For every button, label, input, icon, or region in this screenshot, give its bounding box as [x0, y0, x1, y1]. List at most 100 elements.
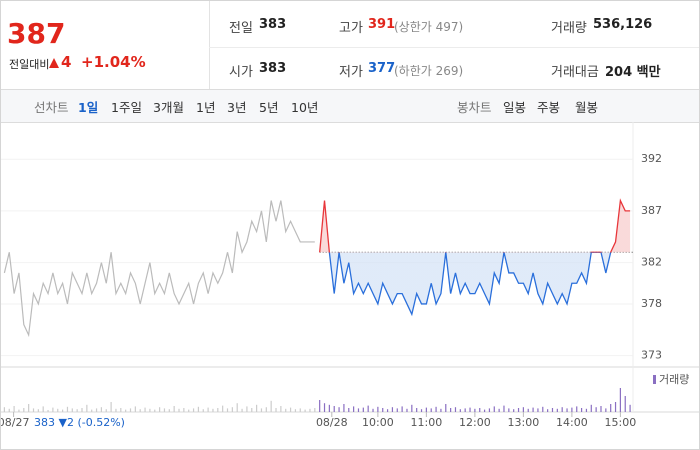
y-tick-label: 387: [641, 204, 662, 217]
volume-bar: [372, 408, 374, 412]
volume-bar: [513, 409, 515, 412]
divider: [209, 47, 699, 48]
x-tick-label: 13:00: [508, 416, 540, 429]
volume-bar: [105, 409, 107, 412]
volume-bar: [367, 405, 369, 412]
stat-label: 거래량: [551, 21, 587, 36]
volume-bar: [294, 409, 297, 412]
volume-bar: [314, 408, 316, 412]
volume-bar: [411, 404, 413, 412]
volume-bar: [551, 408, 554, 412]
x-tick-label: 08/27: [1, 416, 29, 429]
volume-bar: [120, 408, 122, 412]
volume-bar: [542, 406, 544, 412]
volume-bar: [600, 406, 602, 412]
volume-bar: [328, 404, 330, 412]
x-tick-label: 12:00: [459, 416, 491, 429]
volume-bar: [532, 407, 534, 412]
current-price: 387: [7, 17, 66, 50]
volume-bar: [76, 409, 78, 412]
volume-bar: [280, 406, 282, 412]
volume-bar: [605, 408, 607, 412]
volume-bar: [251, 408, 253, 412]
volume-bar: [231, 407, 233, 412]
volume-bar: [57, 408, 59, 412]
stat-label: 저가: [339, 65, 363, 80]
legend-label: 거래량: [659, 373, 689, 386]
volume-bar: [420, 409, 423, 412]
tab[interactable]: 3년: [227, 100, 247, 115]
y-tick-label: 392: [641, 152, 662, 165]
volume-bar: [13, 406, 15, 412]
volume-bar: [23, 408, 25, 412]
volume-bar: [319, 400, 321, 412]
tab[interactable]: 5년: [259, 100, 279, 115]
y-tick-label: 378: [641, 297, 662, 310]
tab[interactable]: 일봉: [503, 100, 527, 115]
volume-bar: [173, 406, 175, 412]
volume-bar: [629, 404, 631, 412]
volume-bar: [377, 406, 379, 412]
tab[interactable]: 1주일: [111, 100, 142, 115]
volume-bar: [8, 408, 10, 412]
stat-value: 383: [259, 61, 287, 76]
volume-bar: [275, 408, 277, 412]
volume-bar: [192, 408, 195, 412]
volume-bar: [323, 403, 326, 412]
tab[interactable]: 월봉: [575, 100, 599, 115]
volume-bar: [32, 408, 35, 412]
tab[interactable]: 1년: [196, 100, 216, 115]
stat-label: 전일: [229, 21, 253, 36]
volume-bar: [343, 404, 345, 412]
tab[interactable]: 3개월: [153, 100, 184, 115]
volume-bar: [18, 409, 20, 412]
x-tick-label: 10:00: [362, 416, 394, 429]
volume-bar: [353, 406, 355, 412]
volume-bar: [503, 405, 505, 412]
volume-bar: [566, 408, 568, 412]
volume-bar: [348, 408, 350, 412]
volume-bar: [265, 407, 267, 412]
legend-swatch: [653, 375, 656, 384]
volume-bar: [42, 406, 44, 412]
stat-value: 391: [368, 17, 396, 32]
x-tick-label: 15:00: [605, 416, 637, 429]
volume-bar: [624, 396, 626, 412]
volume-bar: [86, 404, 88, 412]
volume-bar: [144, 407, 146, 412]
tab[interactable]: 1일: [78, 100, 99, 115]
volume-bar: [527, 408, 529, 412]
tab-group-label: 봉차트: [457, 100, 492, 115]
volume-bar: [95, 408, 98, 412]
volume-bar: [260, 408, 263, 412]
stat-value: 377: [368, 61, 396, 76]
volume-bar: [454, 407, 457, 412]
volume-bar: [28, 404, 30, 412]
tab[interactable]: 10년: [291, 100, 319, 115]
stat-note: (상한가 497): [394, 20, 464, 34]
tab[interactable]: 주봉: [537, 100, 561, 115]
volume-bar: [357, 408, 360, 412]
volume-bar: [289, 407, 292, 412]
stat-value: 383: [259, 17, 287, 32]
change-value: 4: [61, 53, 72, 71]
volume-bar: [595, 407, 597, 412]
volume-bar: [614, 402, 617, 412]
volume-bar: [81, 408, 83, 412]
volume-bar: [309, 408, 311, 412]
volume-bar: [222, 405, 224, 412]
stat-note: (하한가 269): [394, 64, 464, 78]
stat-label: 고가: [339, 21, 363, 36]
volume-bar: [619, 388, 621, 412]
volume-bar: [183, 408, 185, 412]
volume-bar: [362, 407, 364, 412]
volume-bar: [202, 409, 204, 412]
volume-bar: [479, 408, 481, 412]
volume-bar: [580, 408, 583, 412]
change-percent: +1.04%: [81, 53, 146, 71]
volume-bar: [256, 404, 258, 412]
volume-bar: [71, 408, 73, 412]
stat-label: 시가: [229, 65, 253, 80]
volume-bar: [197, 406, 200, 412]
volume-bar: [168, 409, 170, 412]
